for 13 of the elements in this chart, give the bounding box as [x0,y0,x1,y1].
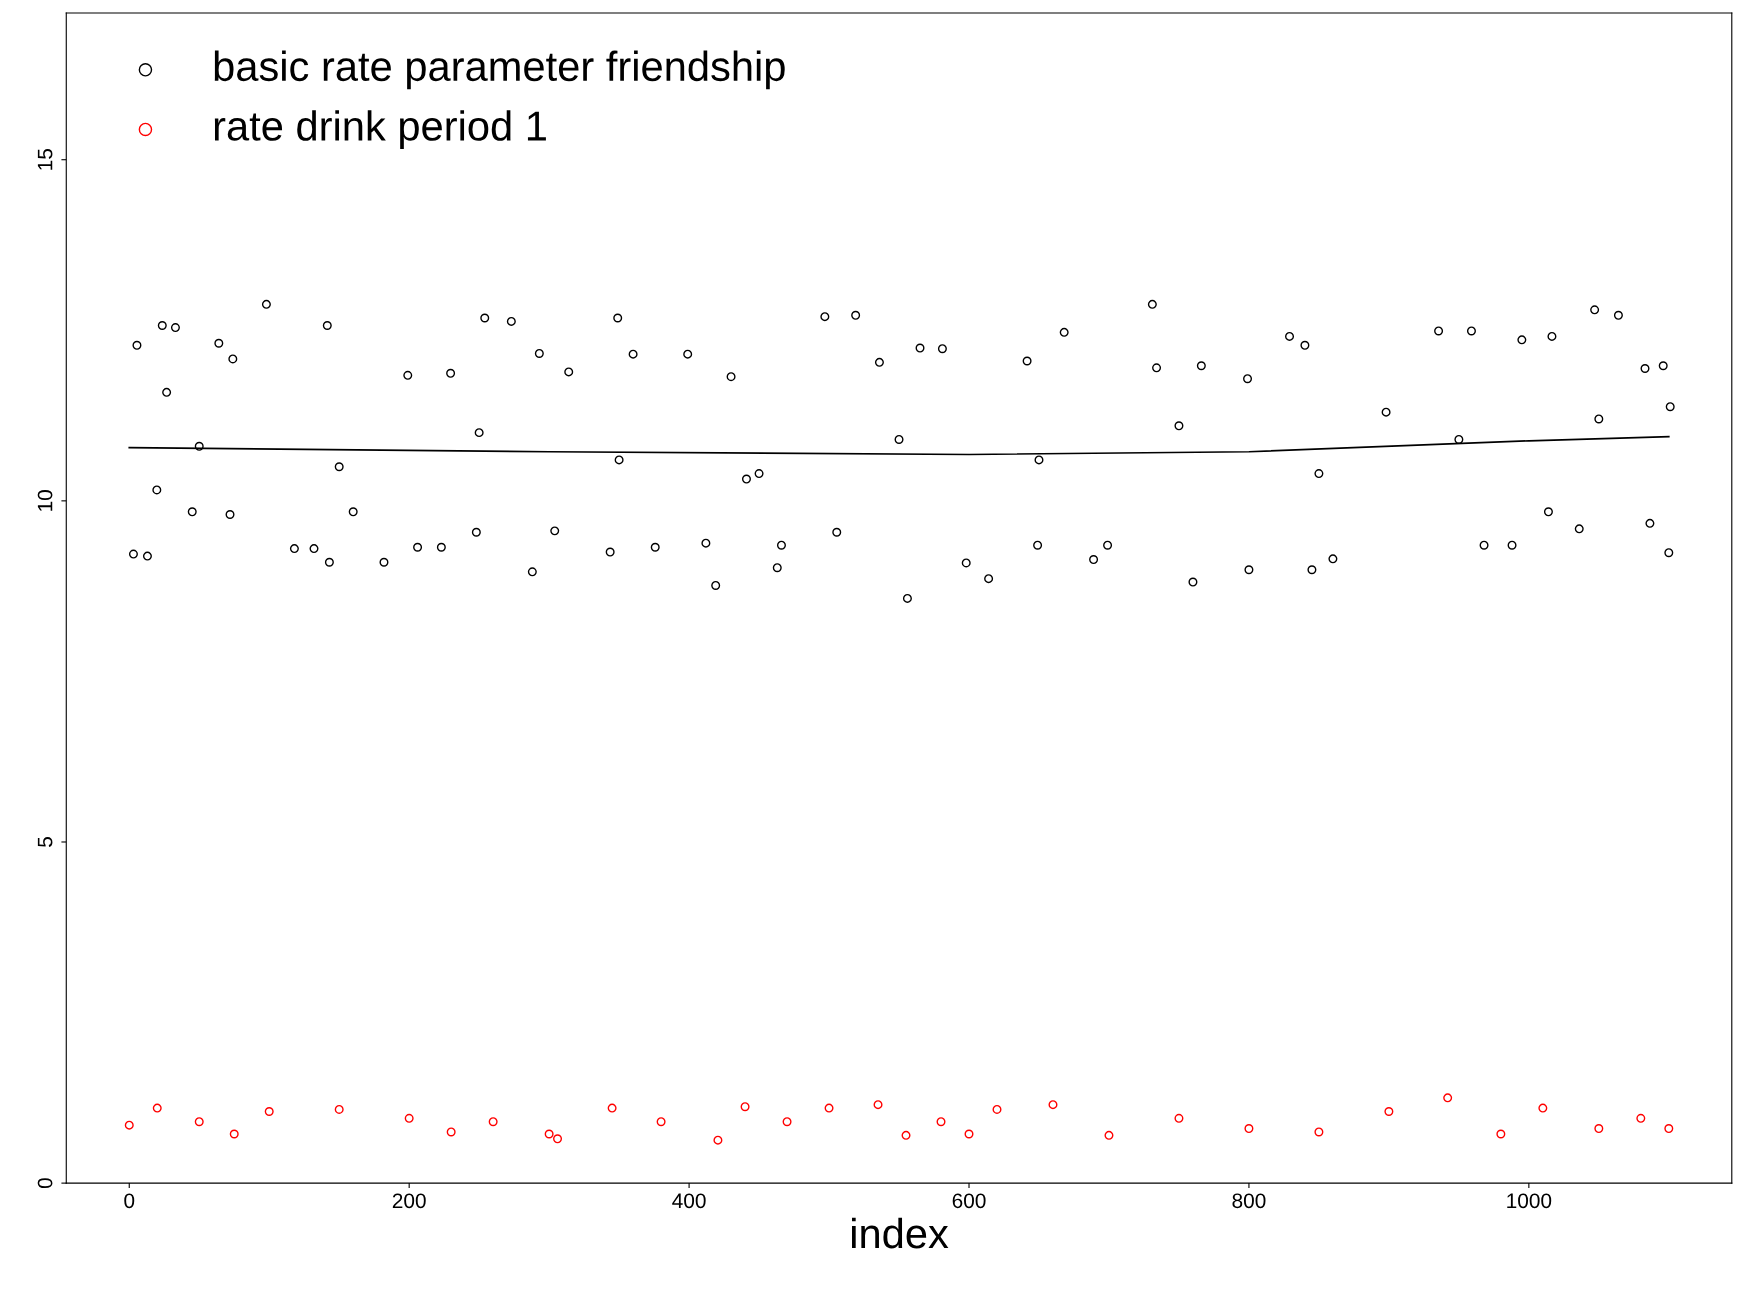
y-tick-label: 15 [37,149,53,170]
x-tick-label: 200 [392,1193,426,1209]
y-tick-label: 5 [37,837,53,847]
y-tick-label: 0 [37,1178,53,1189]
legend-label: basic rate parameter friendship [214,50,785,90]
x-tick-label: 0 [124,1193,135,1209]
legend-label: rate drink period 1 [214,110,546,150]
x-tick-label: 1000 [1507,1193,1552,1209]
x-axis-title: index [852,1217,949,1249]
y-tick-label: 10 [37,490,53,511]
x-tick-label: 400 [672,1193,706,1209]
x-tick-label: 800 [1232,1193,1266,1209]
x-tick-label: 600 [952,1193,986,1209]
